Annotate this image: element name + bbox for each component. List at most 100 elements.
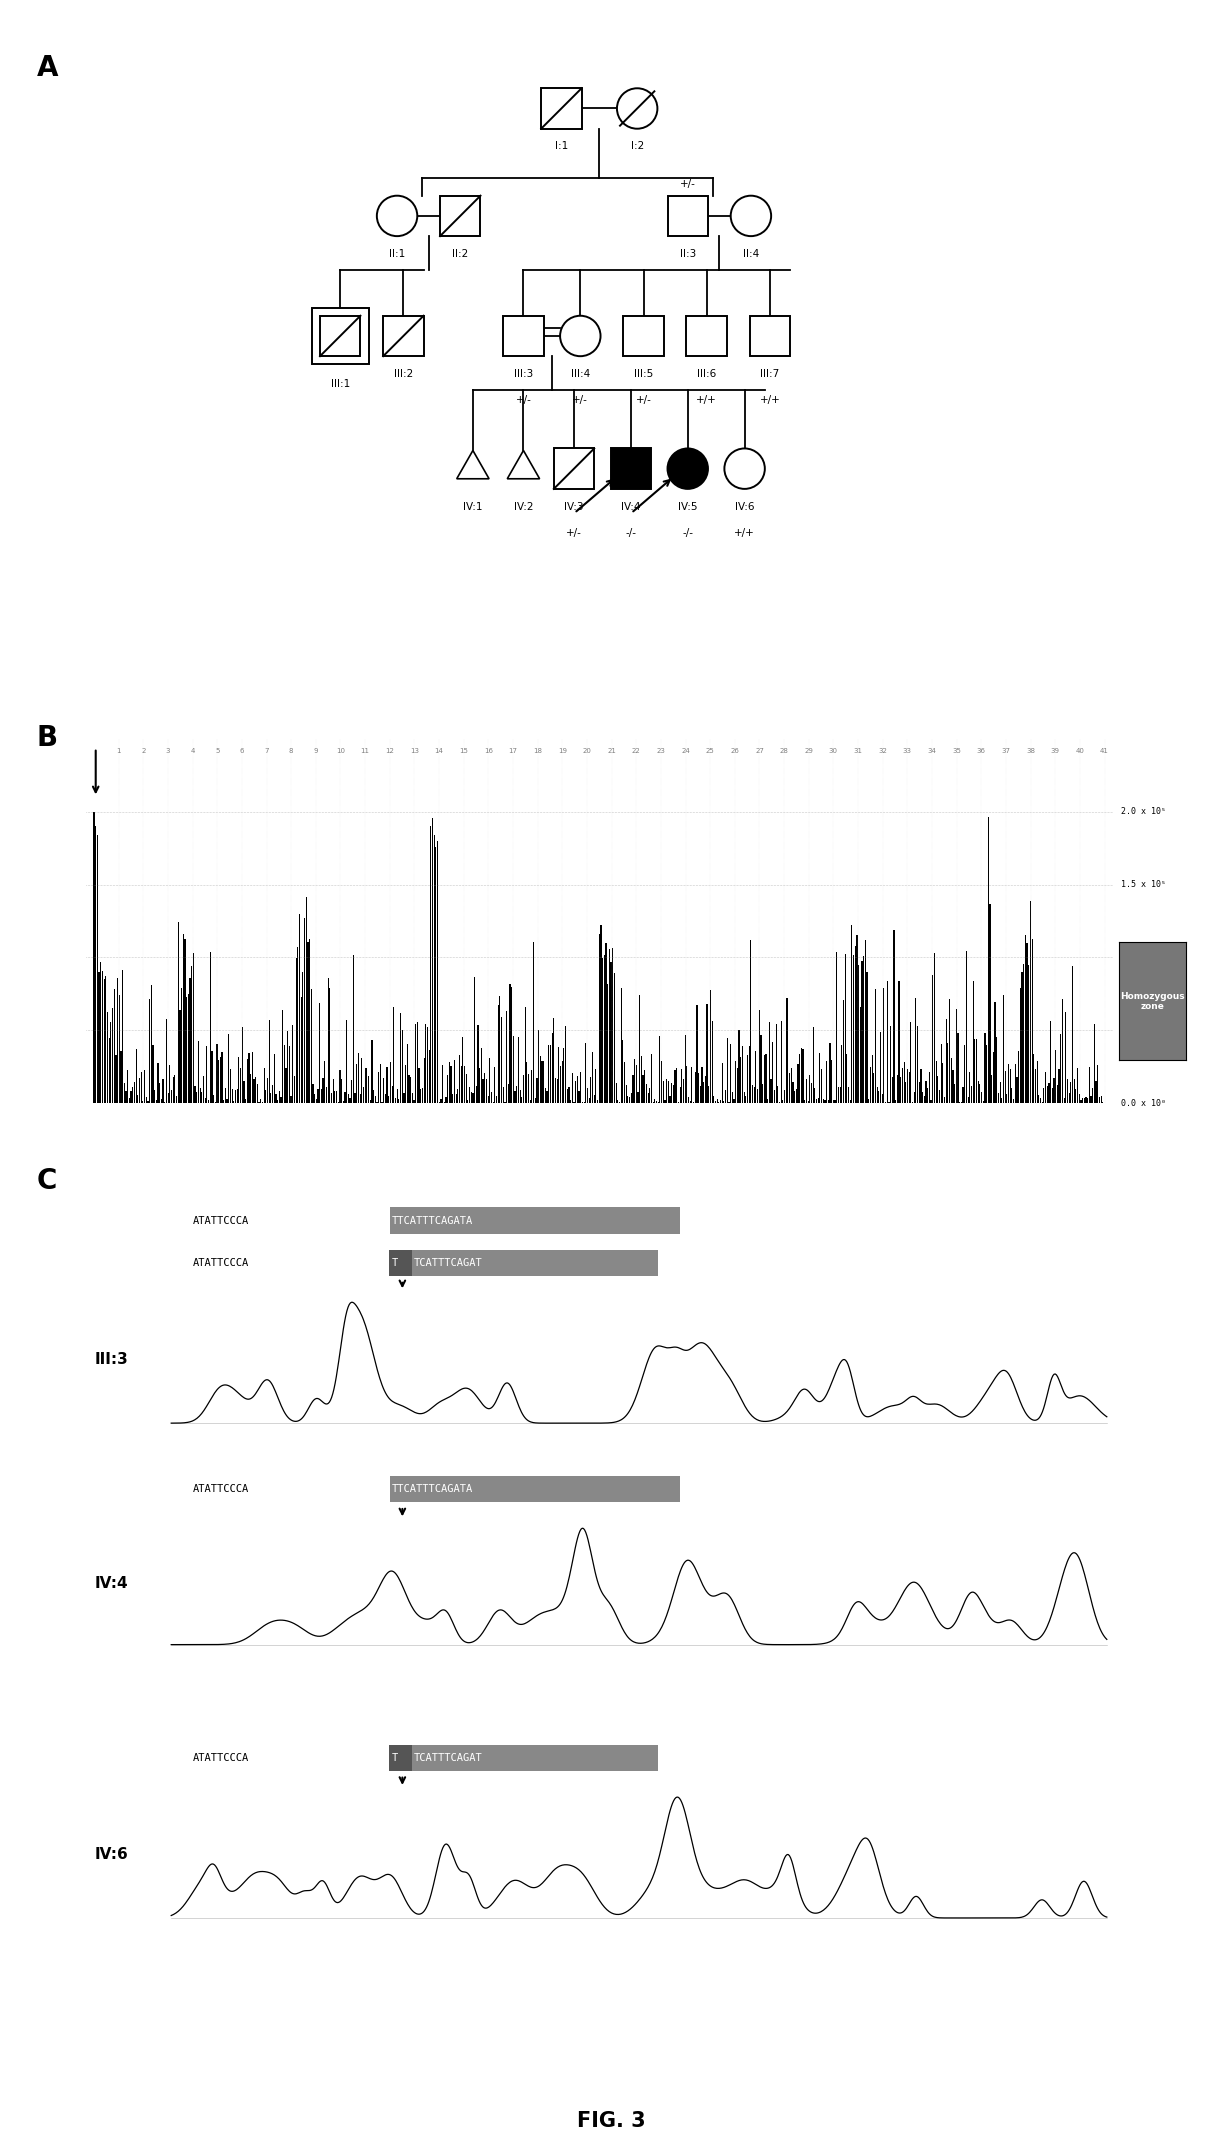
- Bar: [389, 1744, 413, 1771]
- Text: 1: 1: [116, 748, 121, 754]
- Text: -/-: -/-: [625, 529, 636, 538]
- Text: III:3: III:3: [94, 1352, 128, 1367]
- Text: ATATTCCCA: ATATTCCCA: [193, 1215, 249, 1225]
- Text: IV:6: IV:6: [94, 1846, 128, 1861]
- Text: 7: 7: [264, 748, 269, 754]
- Text: 18: 18: [533, 748, 542, 754]
- Text: -/-: -/-: [682, 529, 693, 538]
- Text: T: T: [391, 1752, 397, 1763]
- Text: 4: 4: [191, 748, 194, 754]
- Text: 14: 14: [434, 748, 444, 754]
- Text: 10: 10: [336, 748, 345, 754]
- Circle shape: [616, 88, 658, 129]
- Text: 1.5 x 10⁵: 1.5 x 10⁵: [1121, 880, 1167, 889]
- Polygon shape: [508, 450, 539, 480]
- Text: 0.0 x 10⁰: 0.0 x 10⁰: [1121, 1099, 1167, 1107]
- Text: IV:4: IV:4: [94, 1577, 127, 1592]
- Circle shape: [724, 448, 764, 488]
- Text: III:6: III:6: [697, 368, 717, 379]
- Polygon shape: [624, 315, 664, 356]
- Text: 17: 17: [509, 748, 517, 754]
- Text: 26: 26: [730, 748, 739, 754]
- Text: 13: 13: [410, 748, 419, 754]
- Polygon shape: [383, 315, 423, 356]
- Circle shape: [730, 195, 772, 236]
- Text: B: B: [37, 724, 57, 752]
- Text: FIG. 3: FIG. 3: [577, 2112, 646, 2131]
- Text: +/-: +/-: [636, 396, 652, 405]
- Text: 37: 37: [1002, 748, 1010, 754]
- Polygon shape: [503, 315, 544, 356]
- Polygon shape: [320, 315, 361, 356]
- Text: I:1: I:1: [555, 141, 567, 152]
- Polygon shape: [456, 450, 489, 480]
- Text: 2.0 x 10⁵: 2.0 x 10⁵: [1121, 808, 1167, 816]
- Text: TTCATTTCAGATA: TTCATTTCAGATA: [391, 1215, 472, 1225]
- Text: 21: 21: [607, 748, 616, 754]
- Text: I:2: I:2: [631, 141, 643, 152]
- Text: 0.5 x 10⁵: 0.5 x 10⁵: [1121, 1026, 1167, 1035]
- Bar: [390, 1476, 680, 1502]
- Text: IV:5: IV:5: [678, 501, 697, 512]
- Text: IV:2: IV:2: [514, 501, 533, 512]
- Text: ATATTCCCA: ATATTCCCA: [193, 1257, 249, 1268]
- Text: 36: 36: [977, 748, 986, 754]
- Text: 34: 34: [927, 748, 937, 754]
- Text: 3: 3: [166, 748, 170, 754]
- Text: 19: 19: [558, 748, 566, 754]
- Text: 11: 11: [361, 748, 369, 754]
- Text: 29: 29: [805, 748, 813, 754]
- Text: III:5: III:5: [634, 368, 653, 379]
- Text: 30: 30: [829, 748, 838, 754]
- Text: II:3: II:3: [680, 248, 696, 259]
- Text: +/+: +/+: [759, 396, 780, 405]
- Bar: [412, 1249, 658, 1277]
- Circle shape: [377, 195, 417, 236]
- Polygon shape: [541, 88, 582, 129]
- Text: 38: 38: [1026, 748, 1035, 754]
- Bar: [390, 1208, 680, 1234]
- Text: IV:1: IV:1: [464, 501, 483, 512]
- Text: 28: 28: [780, 748, 789, 754]
- Text: 40: 40: [1075, 748, 1085, 754]
- Text: ATATTCCCA: ATATTCCCA: [193, 1752, 249, 1763]
- Polygon shape: [610, 448, 651, 488]
- Text: 24: 24: [681, 748, 690, 754]
- Text: +/-: +/-: [566, 529, 582, 538]
- Text: III:3: III:3: [514, 368, 533, 379]
- Bar: [389, 1249, 413, 1277]
- Text: +/-: +/-: [680, 180, 696, 188]
- Text: 39: 39: [1051, 748, 1059, 754]
- Text: C: C: [37, 1167, 57, 1195]
- Text: 41: 41: [1099, 748, 1109, 754]
- Text: 5: 5: [215, 748, 219, 754]
- Text: IV:4: IV:4: [621, 501, 641, 512]
- Text: 20: 20: [582, 748, 592, 754]
- Polygon shape: [750, 315, 790, 356]
- Text: TCATTTCAGAT: TCATTTCAGAT: [413, 1752, 482, 1763]
- Polygon shape: [686, 315, 726, 356]
- Text: 8: 8: [289, 748, 294, 754]
- Text: III:1: III:1: [330, 379, 350, 390]
- Text: 31: 31: [854, 748, 862, 754]
- Text: 1.0 x 10⁵: 1.0 x 10⁵: [1121, 953, 1167, 962]
- Text: ATATTCCCA: ATATTCCCA: [193, 1484, 249, 1495]
- Polygon shape: [668, 195, 708, 236]
- Polygon shape: [440, 195, 481, 236]
- Text: 35: 35: [953, 748, 961, 754]
- Text: 22: 22: [632, 748, 641, 754]
- Text: 12: 12: [385, 748, 394, 754]
- Text: 2: 2: [141, 748, 146, 754]
- Text: IV:3: IV:3: [564, 501, 583, 512]
- Text: 23: 23: [657, 748, 665, 754]
- Circle shape: [668, 448, 708, 488]
- Text: 27: 27: [755, 748, 764, 754]
- Text: Homozygous
zone: Homozygous zone: [1120, 992, 1185, 1011]
- Text: +/-: +/-: [572, 396, 588, 405]
- Text: II:4: II:4: [742, 248, 759, 259]
- Text: 6: 6: [240, 748, 245, 754]
- Text: 33: 33: [903, 748, 912, 754]
- Text: 15: 15: [460, 748, 468, 754]
- Text: III:4: III:4: [571, 368, 589, 379]
- Text: II:1: II:1: [389, 248, 405, 259]
